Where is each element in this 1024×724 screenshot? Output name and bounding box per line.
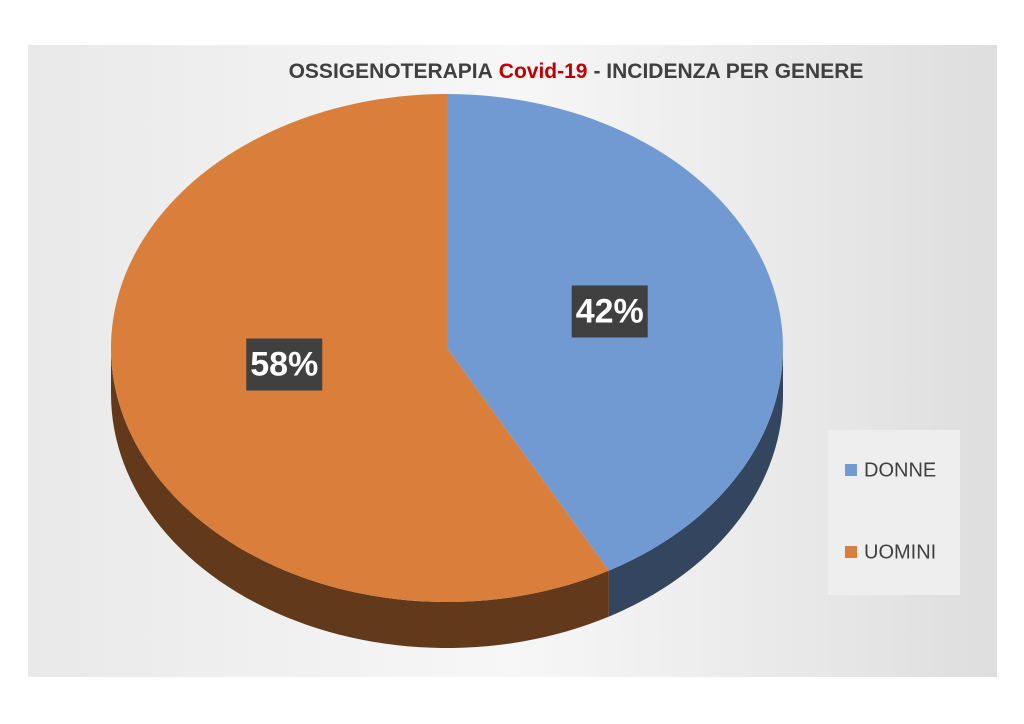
title-part: OSSIGENOTERAPIA bbox=[289, 60, 493, 83]
slice-side bbox=[111, 348, 609, 648]
data-label: 58% bbox=[250, 346, 318, 384]
data-label-box bbox=[246, 338, 323, 391]
title-part: Covid-19 bbox=[499, 60, 588, 83]
data-label: 42% bbox=[576, 292, 644, 330]
title-part: - INCIDENZA PER GENERE bbox=[593, 60, 863, 83]
slice-side bbox=[608, 348, 783, 617]
legend-swatch bbox=[845, 464, 857, 476]
legend-label: UOMINI bbox=[864, 541, 936, 563]
slice bbox=[111, 94, 609, 602]
legend-label: DONNE bbox=[864, 459, 936, 481]
legend-swatch bbox=[845, 546, 857, 558]
legend bbox=[828, 430, 960, 595]
data-label-box bbox=[571, 285, 648, 338]
chart-title: OSSIGENOTERAPIA Covid-19- INCIDENZA PER G… bbox=[289, 60, 864, 83]
